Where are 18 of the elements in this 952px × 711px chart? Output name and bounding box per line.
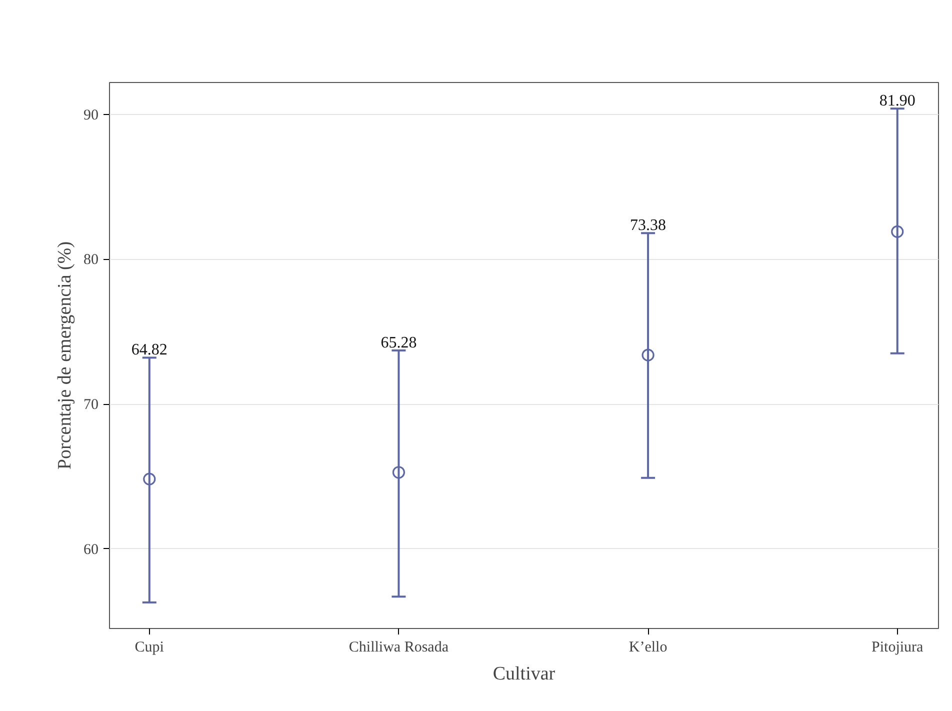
- x-tick-label: Cupi: [134, 640, 164, 656]
- x-tick-label: K’ello: [628, 640, 668, 656]
- y-tick-label: 70: [84, 397, 98, 414]
- point: [143, 472, 156, 486]
- annotation: 65.28: [380, 334, 417, 352]
- annotation: 81.90: [879, 92, 916, 110]
- y-tick-label: 60: [84, 542, 98, 558]
- x-tick-label: Chilliwa Rosada: [348, 640, 449, 656]
- x-axis-title: Cultivar: [492, 664, 556, 684]
- point: [392, 466, 406, 479]
- x-tick-label: Pitojiura: [872, 640, 924, 656]
- annotation: 73.38: [630, 217, 666, 234]
- annotation: 64.82: [131, 342, 168, 359]
- y-tick-label: 80: [84, 252, 98, 268]
- point: [891, 225, 904, 238]
- point: [642, 348, 654, 362]
- y-axis-title: Porcentaje de emergencia (%): [54, 241, 76, 470]
- y-tick-label: 90: [84, 107, 98, 124]
